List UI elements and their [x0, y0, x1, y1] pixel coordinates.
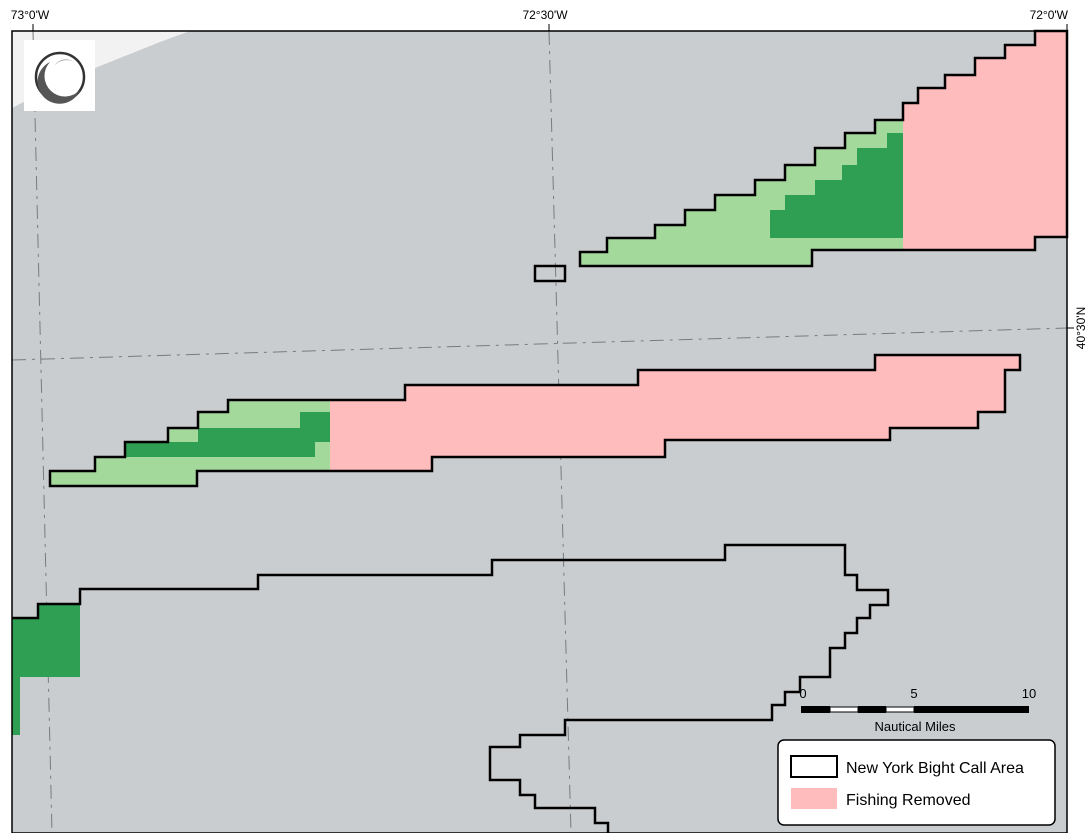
call-area-south — [12, 543, 890, 833]
mid-dark-green — [125, 412, 330, 457]
call-area-middle — [48, 353, 1022, 488]
scale-bar-seg-3 — [858, 706, 886, 713]
crescent-moon-logo-icon — [24, 40, 95, 111]
longitude-label-72w: 72°0'W — [1030, 8, 1069, 22]
scale-bar-seg-5 — [914, 706, 1029, 713]
small-call-area-block — [533, 264, 567, 283]
mid-call-area-outline — [48, 353, 1022, 488]
scale-bar-seg-4 — [885, 706, 915, 713]
map-frame — [11, 30, 1068, 833]
graticule — [11, 30, 1068, 833]
graticule-meridian-7230w — [548, 30, 572, 833]
ne-dark-green — [770, 133, 903, 238]
legend-swatch-call-area — [790, 755, 838, 778]
scale-bar: 0 5 10 Nautical Miles — [799, 686, 1036, 734]
south-dark-green — [12, 604, 80, 735]
call-area-ne — [533, 29, 1069, 283]
legend-box — [777, 739, 1056, 826]
ne-fishing-removed — [903, 31, 1067, 250]
scale-bar-seg-1 — [801, 706, 830, 713]
legend-swatch-fishing-removed — [791, 788, 837, 809]
scale-bar-seg-2 — [829, 706, 859, 713]
scale-tick-10: 10 — [1022, 686, 1036, 701]
legend-label-fishing-removed: Fishing Removed — [846, 792, 971, 809]
scale-tick-5: 5 — [910, 686, 917, 701]
south-call-area-outline — [12, 543, 890, 833]
latitude-label-4030n: 40°30'N — [1074, 307, 1088, 349]
graticule-parallel-4030n — [11, 327, 1068, 361]
legend: New York Bight Call Area Fishing Removed — [777, 739, 1056, 826]
scale-unit-label: Nautical Miles — [875, 719, 956, 734]
legend-label-call-area: New York Bight Call Area — [846, 760, 1024, 777]
graticule-meridian-73w — [32, 30, 53, 833]
longitude-label-7230w: 72°30'W — [522, 8, 568, 22]
scale-tick-0: 0 — [799, 686, 806, 701]
longitude-label-73w: 73°0'W — [11, 8, 50, 22]
mid-fishing-removed — [330, 355, 1020, 471]
